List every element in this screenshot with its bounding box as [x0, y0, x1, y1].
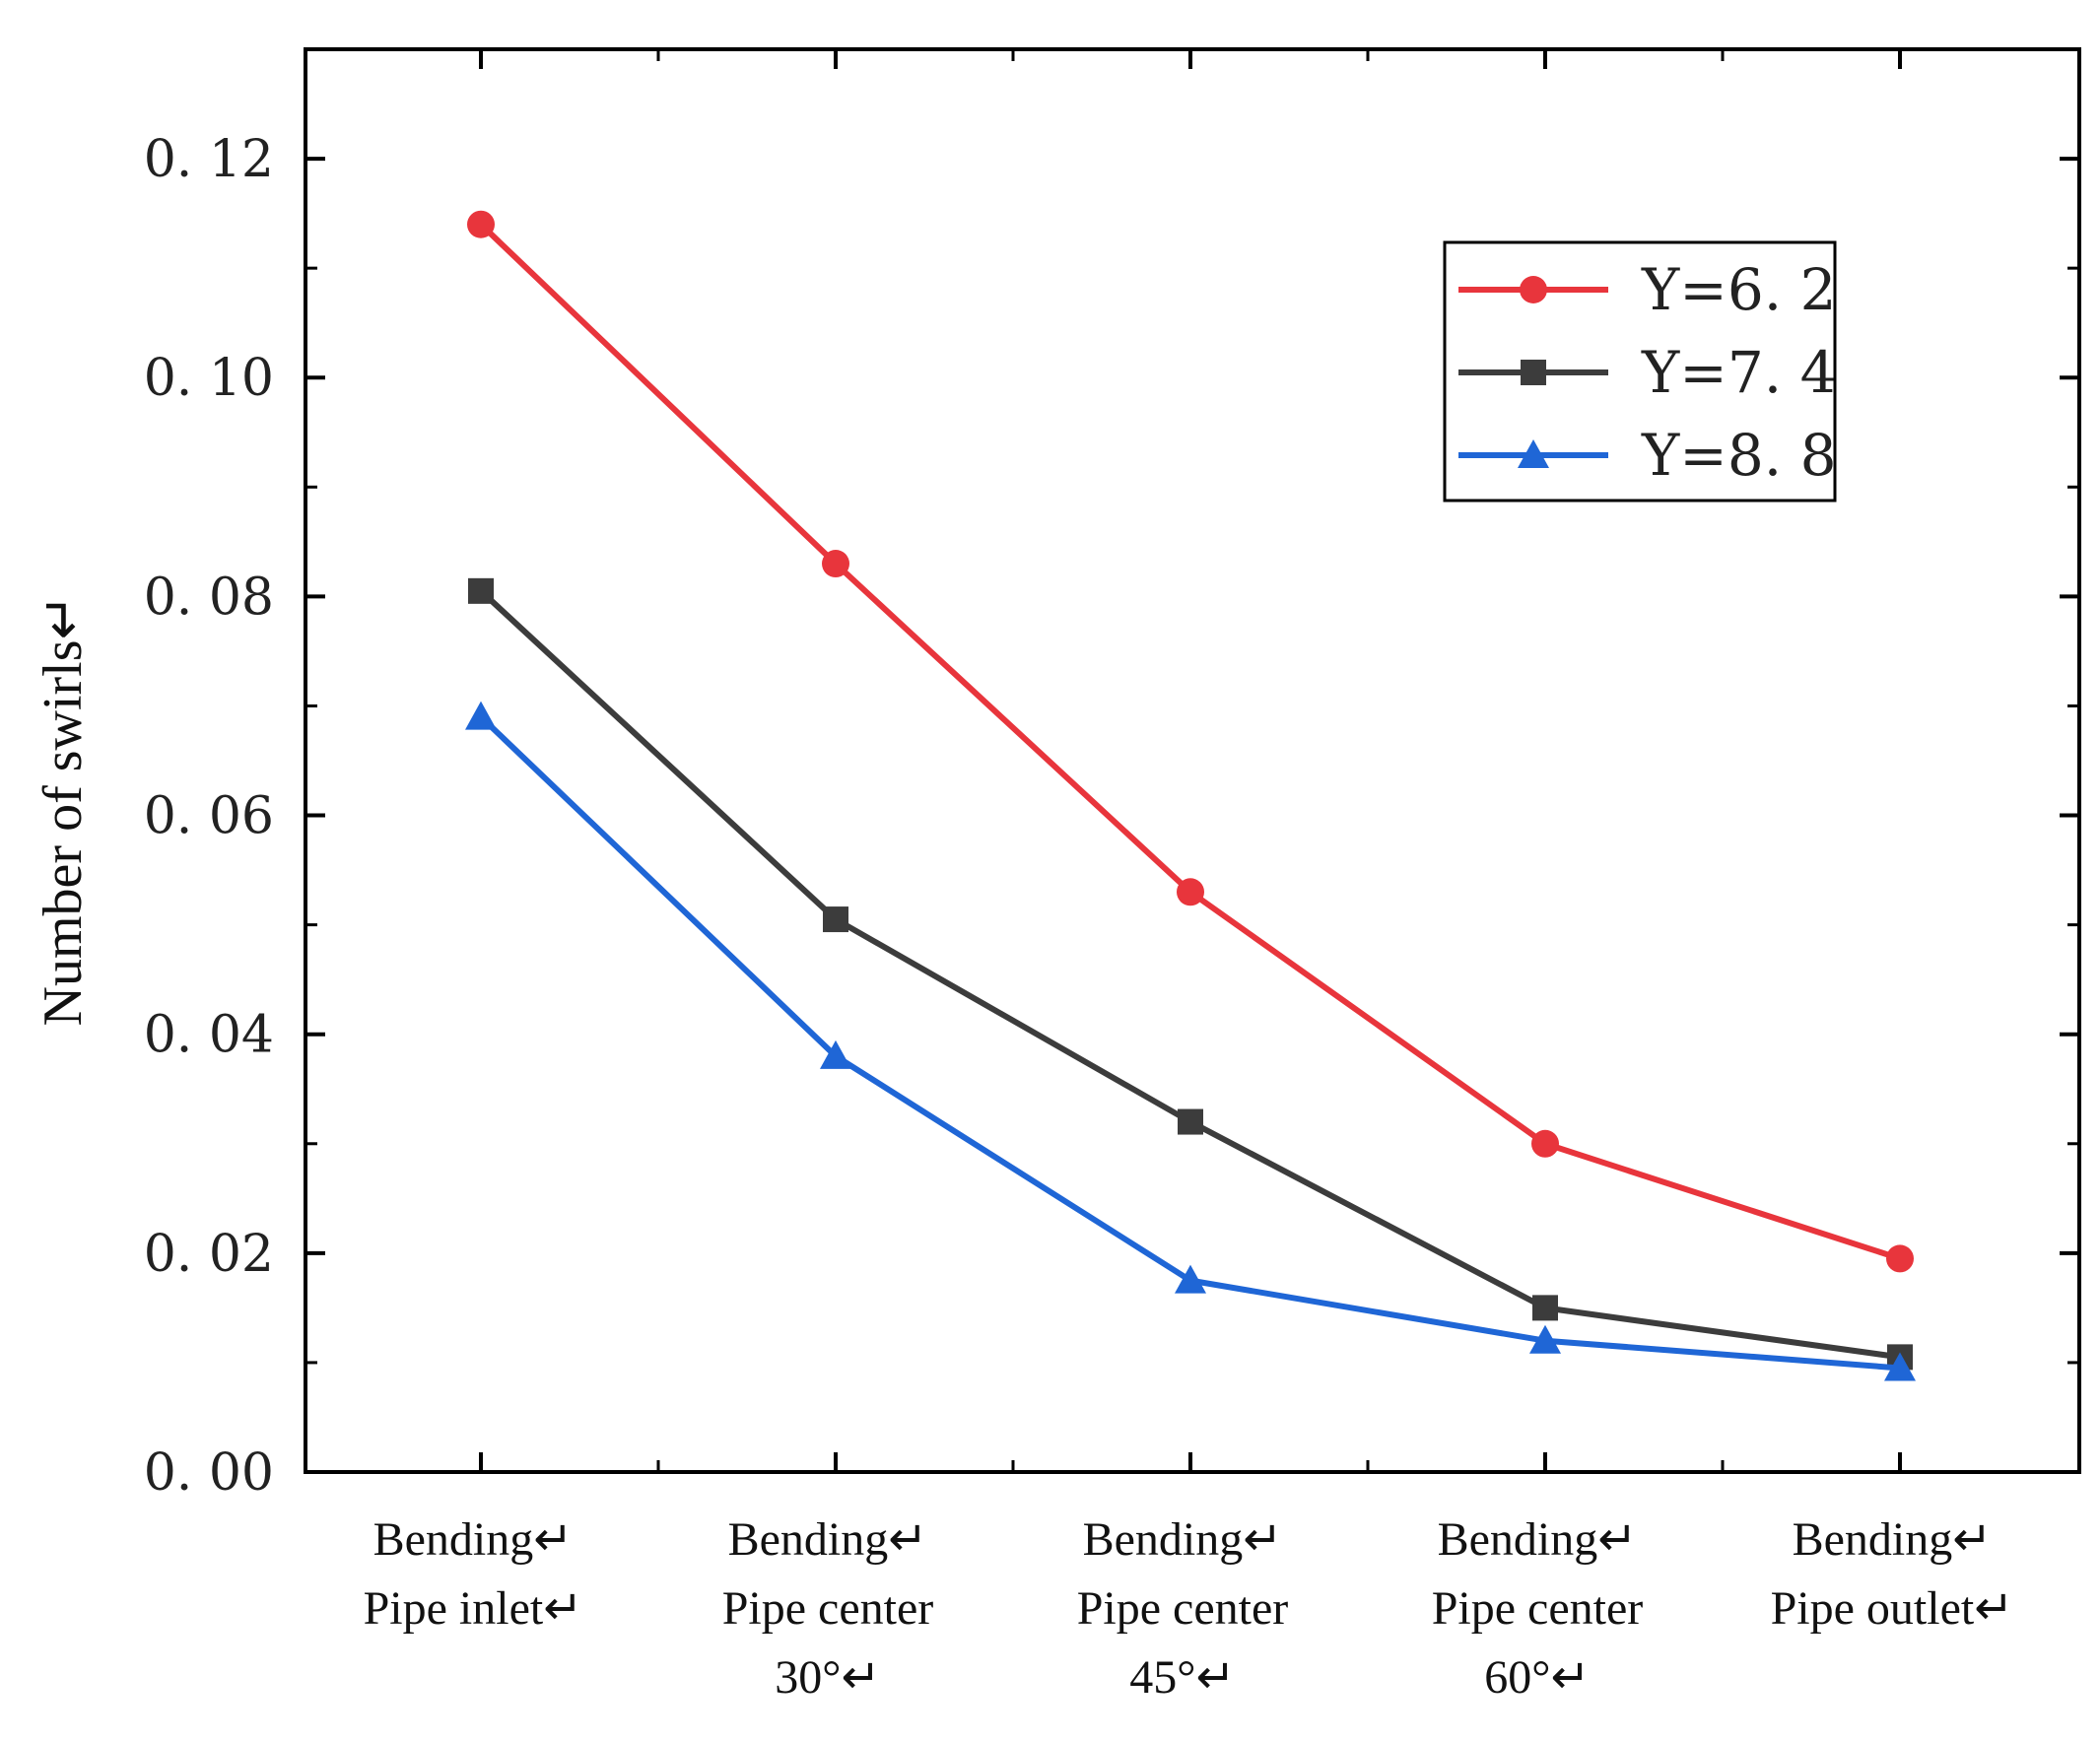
data-point	[820, 1039, 851, 1069]
legend-entry: Y=8. 8	[1458, 422, 1837, 489]
y-tick-label: 0. 06	[144, 787, 274, 846]
x-category-label: Pipe center	[722, 1582, 934, 1635]
data-point	[465, 701, 497, 730]
legend-marker	[1518, 439, 1549, 468]
data-point	[1529, 1324, 1561, 1354]
x-category-label: Bending↵	[728, 1513, 928, 1566]
legend: Y=6. 2 Y=7. 4 Y=8. 8	[1443, 240, 1837, 502]
x-category-label: Bending↵	[373, 1513, 574, 1566]
data-point	[1886, 1244, 1914, 1273]
x-category-label: 45°↵	[1129, 1651, 1235, 1704]
series-3	[465, 701, 1916, 1381]
y-tick-label: 0. 00	[144, 1443, 274, 1503]
x-category-label: Bending↵	[1793, 1513, 1993, 1566]
data-point	[823, 906, 848, 933]
x-category-label: Pipe center	[1432, 1582, 1644, 1635]
data-point	[1175, 1264, 1206, 1294]
legend-label: Y=6. 2	[1641, 256, 1837, 323]
x-category-label: Bending↵	[1438, 1513, 1638, 1566]
x-axis-group: Bending↵ Pipe inlet↵ Bending↵ Pipe center 30…	[364, 49, 2014, 1704]
y-axis-title: Number of swirls↵	[33, 594, 94, 1027]
data-point	[1177, 878, 1204, 906]
x-category-label: 30°↵	[775, 1651, 880, 1704]
data-point	[1531, 1129, 1559, 1158]
x-category-label: Bending↵	[1083, 1513, 1283, 1566]
x-category-label: 60°↵	[1484, 1651, 1590, 1704]
legend-marker	[1521, 360, 1546, 385]
data-point	[1884, 1352, 1916, 1381]
series-1	[467, 210, 1914, 1273]
series-2	[468, 577, 1913, 1371]
legend-entry: Y=6. 2	[1458, 256, 1837, 323]
data-point	[468, 577, 494, 604]
data-point	[1178, 1108, 1203, 1135]
legend-label: Y=7. 4	[1641, 339, 1837, 406]
y-axis-group: 0. 00 0. 02 0. 04 0. 06 0. 08 0. 10 0. 12	[144, 130, 2079, 1503]
y-tick-label: 0. 12	[144, 130, 274, 189]
y-tick-label: 0. 04	[144, 1006, 274, 1065]
x-category-label: Pipe inlet↵	[364, 1582, 583, 1635]
data-point	[467, 210, 495, 238]
y-tick-label: 0. 10	[144, 349, 274, 408]
data-point	[1532, 1295, 1558, 1321]
legend-label: Y=8. 8	[1641, 422, 1837, 489]
data-point	[822, 550, 849, 578]
series-group	[465, 210, 1916, 1381]
y-tick-label: 0. 08	[144, 568, 274, 627]
y-tick-label: 0. 02	[144, 1225, 274, 1284]
x-category-label: Pipe center	[1077, 1582, 1289, 1635]
x-category-label: Pipe outlet↵	[1771, 1582, 2014, 1635]
legend-marker	[1520, 276, 1547, 303]
legend-entry: Y=7. 4	[1458, 339, 1837, 406]
series-line	[478, 588, 1901, 1361]
